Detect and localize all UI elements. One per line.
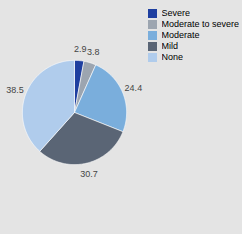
html-text:Severe: Severe [161, 8, 190, 18]
html-text:None: None [161, 52, 183, 62]
svg-text:30.7: 30.7 [80, 169, 98, 179]
svg-text:24.4: 24.4 [125, 83, 143, 93]
html-text:Moderate: Moderate [161, 30, 200, 40]
svg-text:2.9: 2.9 [74, 44, 87, 54]
svg-text:38.5: 38.5 [6, 85, 24, 95]
html-text:Moderate to severe: Moderate to severe [161, 19, 239, 29]
html-text:Mild: Mild [161, 41, 178, 51]
svg-text:3.8: 3.8 [87, 47, 100, 57]
